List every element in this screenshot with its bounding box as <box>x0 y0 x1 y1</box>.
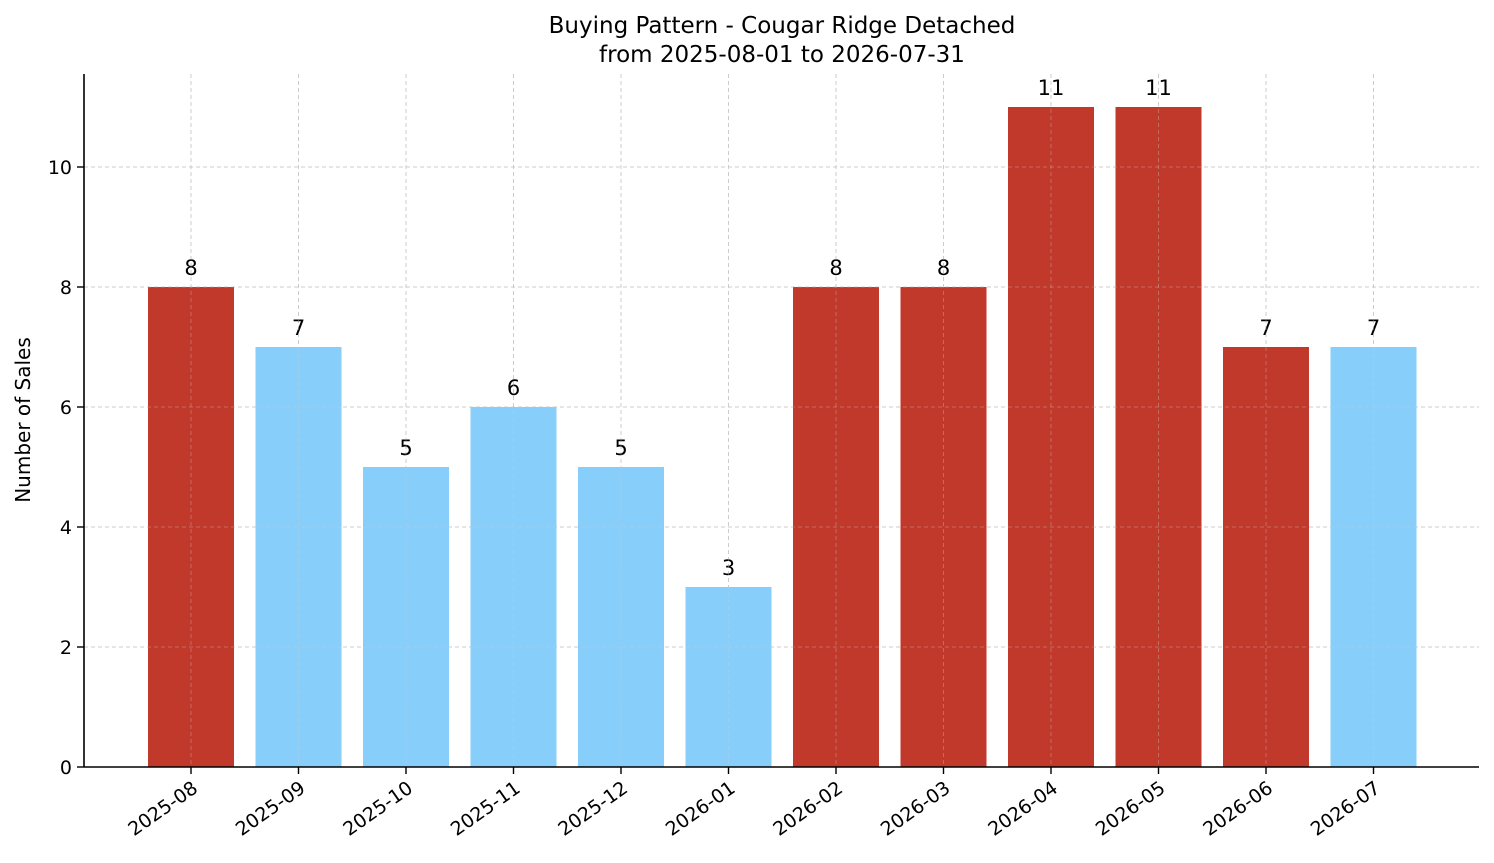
bar-2025-08 <box>148 287 234 767</box>
y-tick-label: 0 <box>60 757 72 779</box>
x-tick-label: 2026-05 <box>1092 777 1170 841</box>
bars <box>148 107 1417 767</box>
bar-value-label: 8 <box>937 256 950 280</box>
x-tick-label: 2025-09 <box>232 777 310 841</box>
bar-2025-09 <box>255 347 342 767</box>
bar-value-label: 5 <box>614 436 627 460</box>
y-tick-label: 2 <box>60 637 72 659</box>
bar-value-label: 11 <box>1038 76 1065 100</box>
bar-value-label: 8 <box>829 256 842 280</box>
x-tick-label: 2025-10 <box>339 777 417 841</box>
bar-2025-12 <box>578 467 664 767</box>
chart-title: Buying Pattern - Cougar Ridge Detached <box>549 13 1016 39</box>
x-tick-label: 2025-11 <box>447 777 525 841</box>
x-tick-label: 2026-03 <box>877 777 955 841</box>
y-axis-label: Number of Sales <box>11 337 35 503</box>
bar-value-label: 7 <box>292 316 305 340</box>
bar-value-label: 11 <box>1145 76 1172 100</box>
x-tick-label: 2026-01 <box>662 777 740 841</box>
bar-value-label: 3 <box>722 556 735 580</box>
bar-value-labels: 8 7 5 6 5 3 8 8 11 11 7 7 <box>84 74 1479 767</box>
bar-2026-01 <box>685 587 772 767</box>
bar-value-label: 7 <box>1367 316 1380 340</box>
x-tick-label: 2025-12 <box>554 777 632 841</box>
y-tick-label: 6 <box>60 397 72 419</box>
bar-value-label: 7 <box>1259 316 1272 340</box>
bar-value-label: 6 <box>507 376 520 400</box>
y-tick-label: 10 <box>48 157 72 179</box>
bar-2026-07 <box>1330 347 1417 767</box>
x-tick-label: 2026-04 <box>984 777 1062 841</box>
bar-value-label: 5 <box>399 436 412 460</box>
bar-2026-03 <box>900 287 987 767</box>
x-tick-label: 2025-08 <box>124 777 202 841</box>
bar-2025-10 <box>363 467 449 767</box>
bar-value-label: 8 <box>184 256 197 280</box>
x-tick-label: 2026-02 <box>769 777 847 841</box>
y-tick-label: 8 <box>60 277 72 299</box>
x-tick-label: 2026-06 <box>1199 777 1277 841</box>
bar-2026-02 <box>793 287 879 767</box>
chart-subtitle: from 2025-08-01 to 2026-07-31 <box>599 42 965 68</box>
y-tick-label: 4 <box>60 517 72 539</box>
bar-2026-05 <box>1115 107 1202 767</box>
bar-2026-04 <box>1008 107 1094 767</box>
bar-2025-11 <box>470 407 557 767</box>
bar-2026-06 <box>1223 347 1309 767</box>
x-tick-label: 2026-07 <box>1307 777 1385 841</box>
